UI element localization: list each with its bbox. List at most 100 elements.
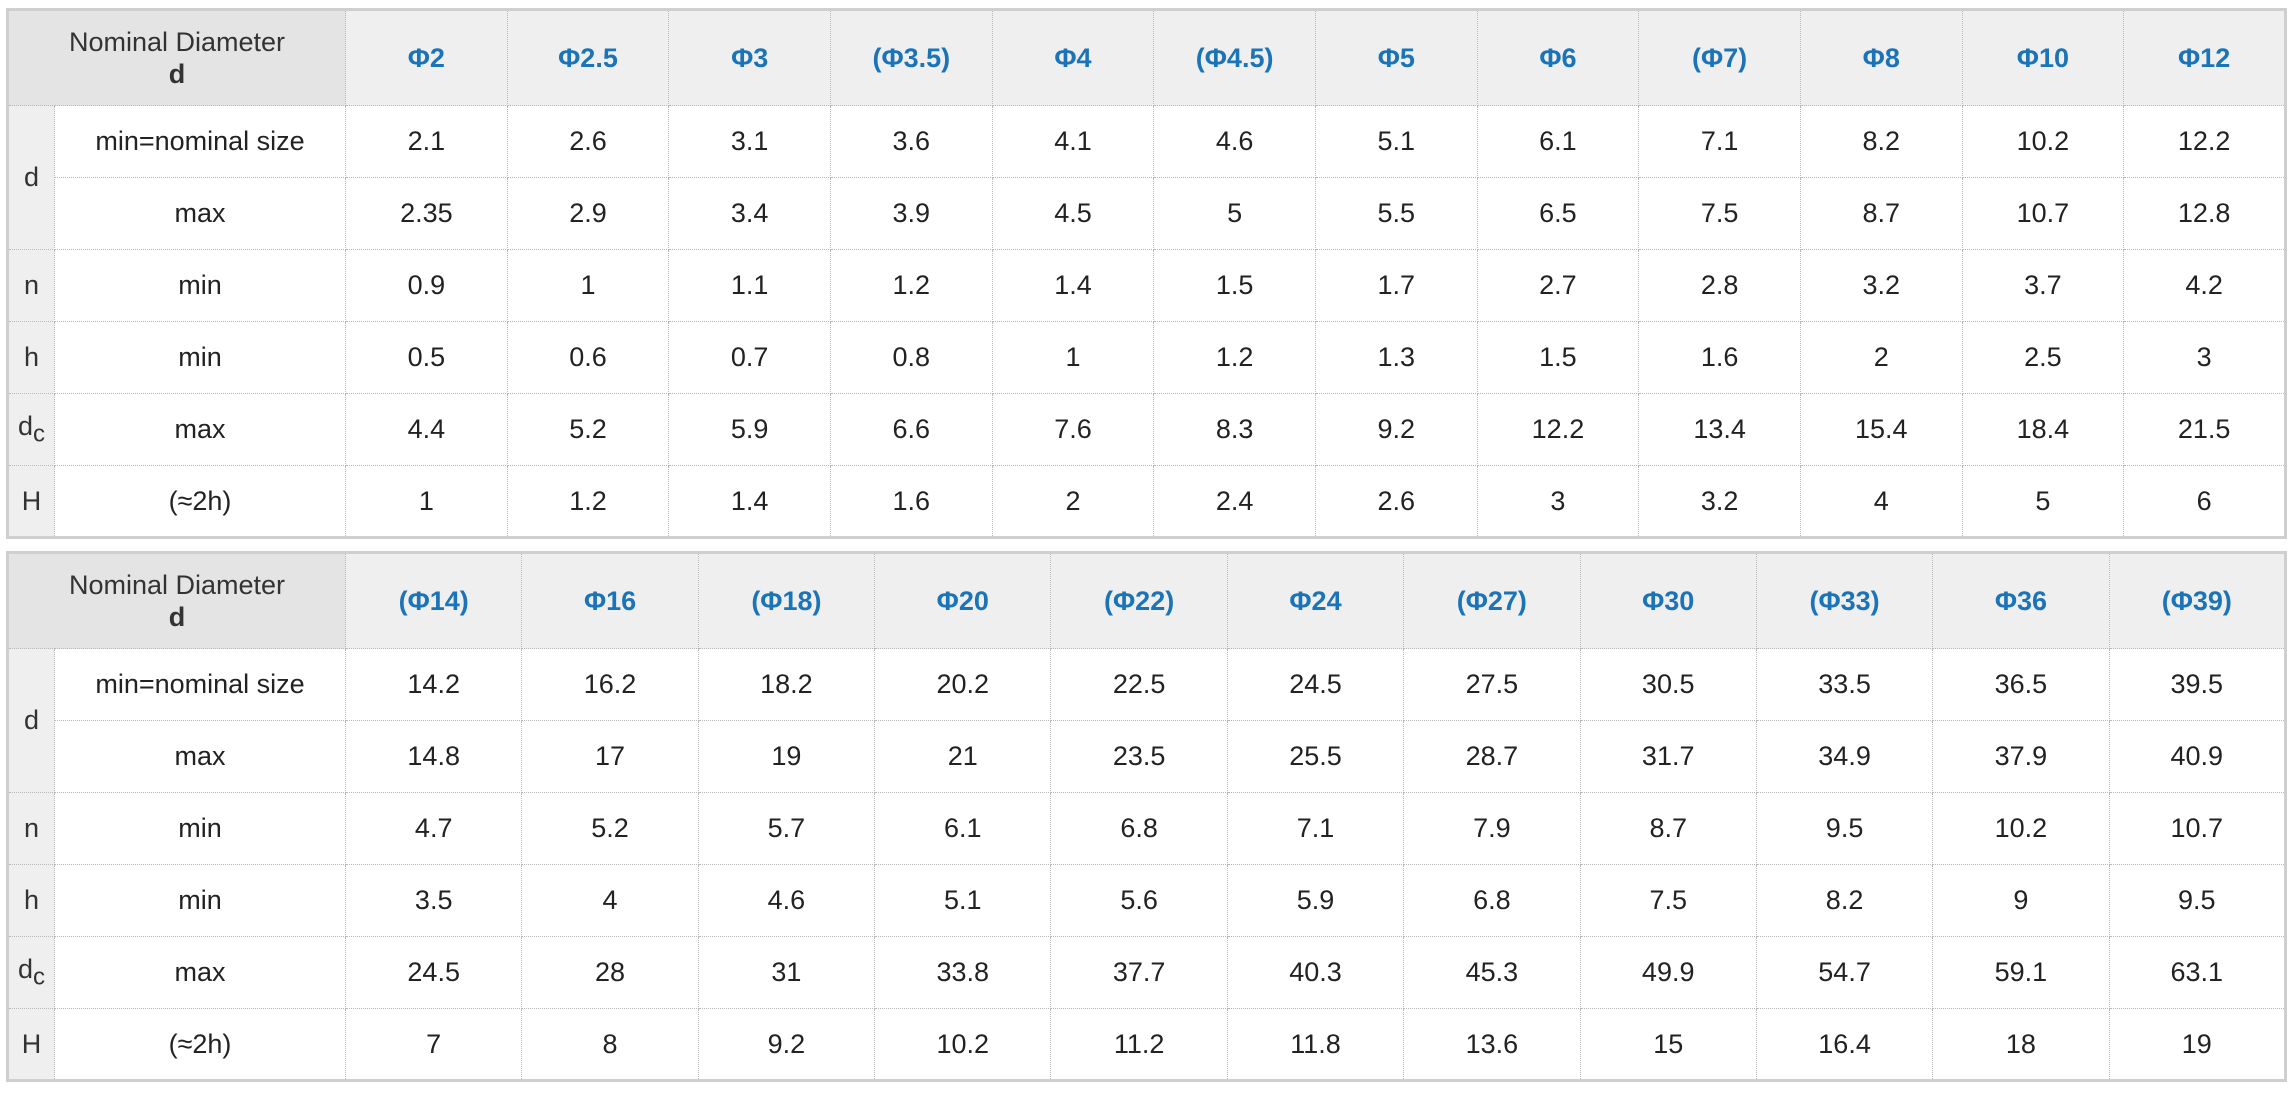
value-cell: 63.1	[2108, 936, 2287, 1009]
value-cell: 10.7	[1961, 177, 2125, 250]
value-cell: 1	[991, 321, 1155, 394]
value-cell: 12.2	[2123, 105, 2286, 178]
row-condition: min	[53, 321, 347, 394]
row-condition: max	[53, 936, 347, 1009]
value-cell: 5.2	[506, 393, 670, 466]
value-cell: 24.5	[1226, 648, 1405, 721]
value-cell: 7.1	[1226, 792, 1405, 865]
value-cell: 1.6	[829, 465, 993, 538]
value-cell: 7.5	[1638, 177, 1801, 250]
value-cell: 2.9	[506, 177, 670, 250]
value-cell: 54.7	[1755, 936, 1934, 1009]
value-cell: 18.2	[697, 648, 876, 721]
table-row: max 2.35 2.9 3.4 3.9 4.5 5 5.5 6.5 7.5 8.7 10.7 12.8	[8, 177, 2286, 250]
row-condition: (≈2h)	[53, 465, 347, 538]
size-header: (Φ39)	[2108, 552, 2287, 649]
value-cell: 5.1	[874, 864, 1052, 937]
table-row: n min 0.9 1 1.1 1.2 1.4 1.5 1.7 2.7 2.8 3.2 3.7 4.2	[7, 249, 2286, 322]
value-cell: 1	[506, 249, 670, 322]
dimension-table-2: Nominal Diameter d (Φ14) Φ16 (Φ18) Φ20 (…	[6, 551, 2287, 1082]
value-cell: 2	[991, 465, 1155, 538]
row-symbol: d	[7, 648, 55, 793]
value-cell: 15	[1579, 1008, 1757, 1081]
row-condition: max	[53, 720, 347, 793]
value-cell: 2.6	[506, 105, 670, 178]
value-cell: 3.7	[1961, 249, 2125, 322]
row-symbol-text: h	[23, 885, 40, 915]
value-cell: 16.4	[1755, 1008, 1934, 1081]
size-header: (Φ3.5)	[829, 9, 993, 106]
table-row: d min=nominal size 2.1 2.6 3.1 3.6 4.1 4.6 5.1 6.…	[7, 105, 2286, 250]
value-cell: 45.3	[1403, 936, 1581, 1009]
value-cell: 37.7	[1050, 936, 1228, 1009]
value-cell: 1.4	[991, 249, 1155, 322]
nominal-diameter-header: Nominal Diameter d	[6, 552, 347, 649]
value-cell: 1.7	[1314, 249, 1478, 322]
value-cell: 33.5	[1755, 648, 1934, 721]
value-cell: 49.9	[1579, 936, 1757, 1009]
value-cell: 4	[521, 864, 699, 937]
value-cell: 24.5	[345, 936, 523, 1009]
row-symbol-subscript: c	[33, 420, 46, 448]
size-header: (Φ7)	[1638, 9, 1801, 106]
value-cell: 17	[521, 720, 699, 793]
value-cell: 5.1	[1314, 105, 1478, 178]
value-cell: 12.8	[2123, 177, 2286, 250]
size-header: Φ30	[1579, 552, 1757, 649]
size-header: Φ12	[2123, 9, 2286, 106]
value-cell: 20.2	[874, 648, 1052, 721]
table-row: max 14.8 17 19 21 23.5 25.5 28.7 31.7 34.9 37.9 40.…	[8, 720, 2287, 793]
value-cell: 37.9	[1932, 720, 2110, 793]
value-cell: 10.2	[1961, 105, 2125, 178]
value-cell: 6.8	[1403, 864, 1581, 937]
value-cell: 4	[1799, 465, 1963, 538]
value-cell: 1.5	[1476, 321, 1640, 394]
value-cell: 5.9	[668, 393, 831, 466]
value-cell: 28.7	[1403, 720, 1581, 793]
value-cell: 9.5	[2108, 864, 2287, 937]
nominal-diameter-label: Nominal Diameter	[68, 570, 286, 600]
value-cell: 0.9	[345, 249, 508, 322]
value-cell: 19	[2108, 1008, 2287, 1081]
value-cell: 31.7	[1579, 720, 1757, 793]
value-cell: 14.2	[345, 648, 523, 721]
value-cell: 6.6	[829, 393, 993, 466]
value-cell: 2.8	[1638, 249, 1801, 322]
row-symbol: h	[7, 864, 55, 937]
value-cell: 14.8	[345, 720, 523, 793]
value-cell: 3.9	[829, 177, 993, 250]
value-cell: 8.2	[1799, 105, 1963, 178]
value-cell: 13.6	[1403, 1008, 1581, 1081]
value-cell: 23.5	[1050, 720, 1228, 793]
value-cell: 1.4	[668, 465, 831, 538]
value-cell: 1.3	[1314, 321, 1478, 394]
value-cell: 6.8	[1050, 792, 1228, 865]
value-cell: 12.2	[1476, 393, 1640, 466]
value-cell: 40.9	[2108, 720, 2287, 793]
value-cell: 31	[697, 936, 876, 1009]
value-cell: 40.3	[1226, 936, 1405, 1009]
value-cell: 27.5	[1403, 648, 1581, 721]
row-condition: min	[53, 792, 347, 865]
value-cell: 36.5	[1932, 648, 2110, 721]
value-cell: 1.6	[1638, 321, 1801, 394]
row-condition: min	[53, 864, 347, 937]
value-cell: 3.2	[1638, 465, 1801, 538]
value-cell: 0.6	[506, 321, 670, 394]
size-header: (Φ18)	[697, 552, 876, 649]
value-cell: 9	[1932, 864, 2110, 937]
value-cell: 1.2	[506, 465, 670, 538]
value-cell: 7.5	[1579, 864, 1757, 937]
size-header: (Φ14)	[345, 552, 523, 649]
size-header: Φ16	[521, 552, 699, 649]
value-cell: 8.7	[1579, 792, 1757, 865]
value-cell: 33.8	[874, 936, 1052, 1009]
value-cell: 0.8	[829, 321, 993, 394]
value-cell: 5	[1961, 465, 2125, 538]
value-cell: 34.9	[1755, 720, 1934, 793]
value-cell: 10.7	[2108, 792, 2287, 865]
row-symbol-text: H	[21, 1028, 42, 1059]
row-symbol: n	[7, 249, 55, 322]
value-cell: 18	[1932, 1008, 2110, 1081]
table-row: n min 4.7 5.2 5.7 6.1 6.8 7.1 7.9 8.7 9.5 10.2 10.7	[7, 792, 2287, 865]
